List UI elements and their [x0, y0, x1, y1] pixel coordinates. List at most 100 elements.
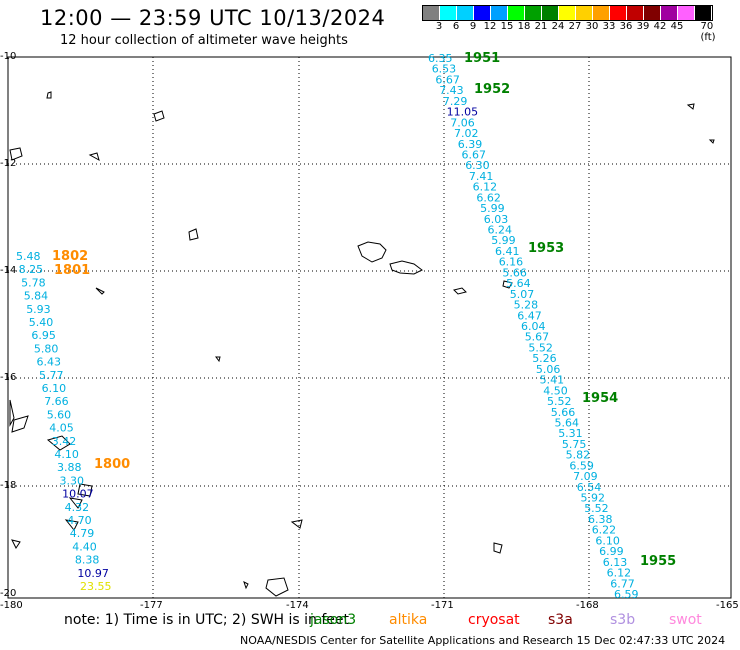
colorbar-swatch [627, 6, 644, 20]
swh-value-label: 7.06 [450, 116, 475, 129]
swh-value-label: 5.99 [491, 234, 516, 247]
colorbar-label: 30 [585, 21, 599, 32]
swh-value-label: 5.66 [551, 406, 576, 419]
colorbar-swatch [644, 6, 661, 20]
island-fiji-viti [11, 415, 29, 433]
colorbar-label: 6 [452, 21, 460, 32]
colorbar-label: 70 (ft) [700, 21, 716, 43]
colorbar-label: 15 [500, 21, 514, 32]
swh-value-label: 6.13 [603, 556, 628, 569]
swh-value-label: 4.05 [49, 422, 74, 435]
swh-value-label: 6.22 [592, 524, 617, 537]
swh-value-label: 5.06 [536, 363, 561, 376]
swh-value-label: 6.04 [521, 320, 546, 333]
swh-value-label: 6.35 [428, 52, 453, 65]
y-tick-label: -10 [0, 51, 17, 62]
swh-value-label: 6.10 [42, 382, 67, 395]
track-id-label: 1802 [52, 249, 89, 264]
swh-value-label: 6.03 [484, 213, 509, 226]
swh-west-labels: 5.488.255.785.845.935.406.955.806.435.77… [16, 250, 112, 593]
swh-value-label: 8.38 [75, 554, 100, 567]
colorbar-label: 36 [619, 21, 633, 32]
x-tick-label: -174 [286, 600, 309, 611]
track-id-label: 1952 [474, 82, 511, 97]
colorbar-label: 24 [551, 21, 565, 32]
swh-value-label: 5.82 [566, 449, 591, 462]
legend-s3a: s3a [548, 612, 573, 628]
island-small-2 [95, 287, 105, 295]
x-tick-label: -180 [0, 600, 23, 611]
track-id-label: 1801 [54, 263, 91, 278]
legend-altika: altika [389, 612, 428, 628]
swh-value-label: 5.92 [581, 492, 606, 505]
swh-value-label: 4.40 [72, 540, 97, 553]
track-id-label: 1800 [94, 457, 131, 472]
swh-east-labels: 6.356.536.677.437.2911.057.067.026.396.6… [428, 52, 639, 601]
swh-value-label: 10.97 [77, 567, 109, 580]
island-small-9 [215, 356, 221, 363]
swh-value-label: 4.50 [543, 384, 568, 397]
swh-value-label: 5.31 [558, 427, 583, 440]
swh-value-label: 6.39 [458, 138, 483, 151]
swh-value-label: 7.09 [573, 470, 598, 483]
island-tonga-4 [11, 539, 21, 549]
swh-value-label: 6.12 [473, 181, 498, 194]
track-id-label: 1955 [640, 554, 677, 569]
swh-value-label: 3.88 [57, 461, 82, 474]
colorbar-label: 12 [483, 21, 497, 32]
swh-value-label: 23.55 [80, 580, 112, 593]
colorbar-swatch [576, 6, 593, 20]
island-niue [265, 577, 289, 597]
island-tonga-1 [77, 483, 93, 497]
x-tick-label: -165 [716, 600, 739, 611]
island-small-3 [46, 91, 52, 99]
colorbar-swatch [423, 6, 440, 20]
swh-value-label: 4.70 [67, 514, 92, 527]
legend-cryosat: cryosat [468, 612, 520, 628]
colorbar-swatch [593, 6, 610, 20]
colorbar-swatch [559, 6, 576, 20]
swh-value-label: 4.32 [65, 501, 90, 514]
swh-value-label: 5.41 [540, 374, 565, 387]
colorbar-swatch [542, 6, 559, 20]
swh-value-label: 5.93 [26, 303, 51, 316]
island-lau-1 [46, 435, 71, 451]
swh-value-label: 6.77 [610, 577, 635, 590]
page-title: 12:00 — 23:59 UTC 10/13/2024 [40, 6, 386, 30]
y-tick-label: -20 [0, 588, 17, 599]
swh-value-label: 6.67 [435, 73, 460, 86]
swh-value-label: 6.41 [495, 245, 520, 258]
colorbar-label: 9 [469, 21, 477, 32]
grid-lines [8, 57, 731, 598]
colorbar-label: 33 [602, 21, 616, 32]
island-small-8 [708, 139, 715, 144]
island-small-10 [243, 581, 249, 590]
swh-value-label: 5.26 [532, 352, 557, 365]
swh-value-label: 7.43 [439, 84, 464, 97]
colorbar-swatch [610, 6, 627, 20]
swh-value-label: 10.07 [62, 488, 94, 501]
island-fiji-north [9, 147, 23, 161]
swh-value-label: 6.54 [577, 481, 602, 494]
track-id-label: 1953 [528, 241, 565, 256]
island-small-4 [88, 152, 100, 162]
x-tick-label: -168 [576, 600, 599, 611]
coastlines [9, 91, 715, 597]
swh-value-label: 5.78 [21, 276, 45, 289]
island-small-5 [290, 519, 303, 529]
colorbar-swatch [474, 6, 491, 20]
swh-value-label: 5.75 [562, 438, 587, 451]
swh-value-label: 6.47 [517, 309, 542, 322]
swh-value-label: 7.66 [44, 395, 68, 408]
swh-value-label: 5.52 [584, 502, 609, 515]
island-fiji-west [9, 399, 15, 427]
swh-value-label: 7.41 [469, 170, 494, 183]
plot-frame [7, 56, 732, 599]
swh-value-label: 6.59 [569, 459, 594, 472]
swh-value-label: 11.05 [447, 106, 479, 119]
swh-value-label: 5.40 [29, 316, 54, 329]
swh-value-label: 3.42 [52, 435, 77, 448]
colorbar-label: 21 [534, 21, 548, 32]
swh-value-label: 6.59 [614, 588, 639, 601]
